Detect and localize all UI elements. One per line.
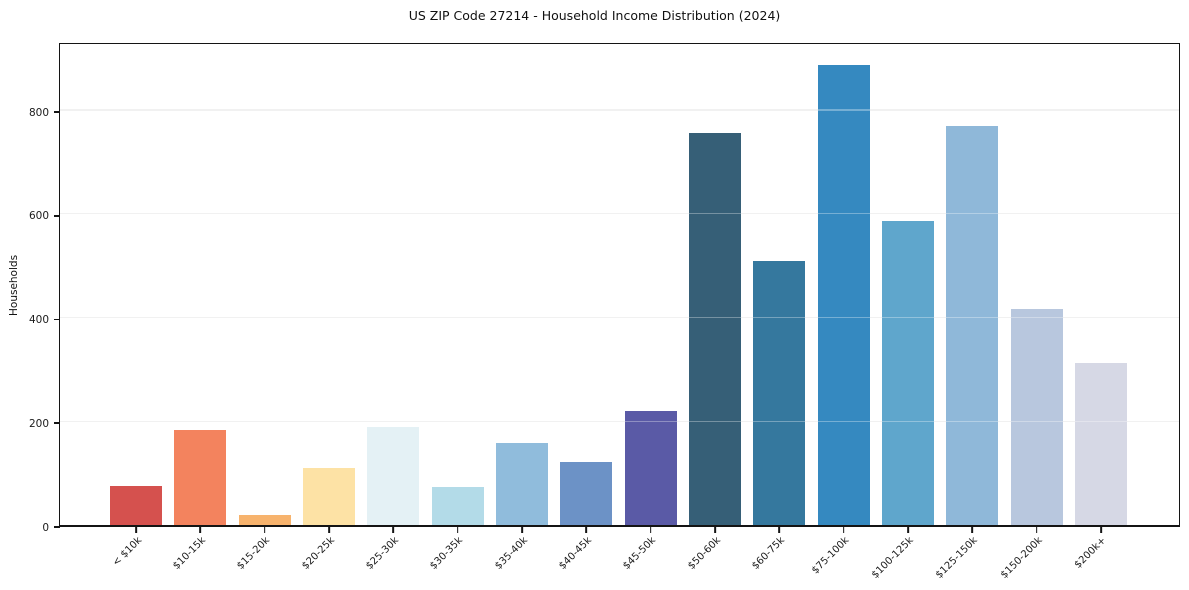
x-tick-label-10: $50-60k [685,535,723,572]
bar-$15-20k [238,514,291,525]
x-tick-13 [907,527,909,533]
x-tick-label-7: $35-40k [492,535,530,572]
x-tick-10 [714,527,716,533]
bar-$35-40k [495,443,548,525]
x-tick-label-15: $150-200k [998,535,1045,581]
bar-slot-5: $25-30k [364,44,420,572]
x-tick-label-3: $15-20k [235,535,273,572]
y-tick-label-200: 200 [28,417,49,430]
bar-$100-125k [881,221,934,525]
bars-layer: < $10k $10-15k $15-20k $20-25k $25-30k $30-35… [60,44,1179,581]
bar-slot-7: $35-40k [493,44,548,572]
plot-area: < $10k $10-15k $15-20k $20-25k $25-30k $30-35… [59,43,1180,581]
bar-$45-50k [624,410,677,525]
x-tick-label-4: $20-25k [299,535,337,572]
x-tick-8 [585,527,588,533]
bar-$40-45k [560,461,613,525]
gridline-y-800 [60,109,1179,111]
x-tick-label-1: < $10k [110,535,144,569]
bar-$10-15k [174,429,227,525]
y-tick-label-400: 400 [28,314,49,326]
y-axis: 0 200 400 600 800 [0,43,60,534]
gridline-y-200 [60,420,1179,422]
y-tick-label-800: 800 [28,106,49,119]
x-tick-label-14: $125-150k [934,535,981,581]
x-tick-14 [971,527,974,533]
bar-$60-75k [753,261,806,525]
bar-slot-11: $60-75k [750,44,806,572]
x-tick-16 [1100,527,1102,533]
y-tick-mark-200 [54,422,60,425]
x-tick-7 [521,527,523,533]
y-tick-mark-400 [54,318,60,321]
bar-$150-200k [1010,309,1063,525]
x-tick-label-2: $10-15k [171,535,209,572]
bar-$125-150k [946,126,999,525]
bar-slot-13: $100-125k [870,44,934,581]
bar-slot-12: $75-100k [810,44,870,576]
x-tick-1 [135,527,137,533]
bar-$25-30k [367,426,420,525]
bar-$50-60k [688,133,741,525]
y-tick-mark-800 [54,111,60,113]
y-tick-mark-600 [54,214,60,217]
gridline-y-400 [60,316,1179,319]
bar-slot-14: $125-150k [934,44,999,581]
y-tick-label-600: 600 [28,210,49,223]
bar-< $10k [110,485,162,525]
y-tick-mark-0 [54,526,60,528]
gridline-y-600 [60,213,1179,215]
y-tick-label-0: 0 [42,521,49,534]
x-tick-6 [456,527,459,533]
bar-slot-10: $50-60k [686,44,741,572]
x-tick-label-12: $75-100k [809,535,852,577]
bar-slot-3: $15-20k [236,44,291,572]
x-tick-9 [649,527,652,533]
x-tick-label-16: $200k+ [1072,535,1109,571]
bar-slot-15: $150-200k [998,44,1063,581]
bar-slot-16: $200k+ [1073,44,1127,571]
x-tick-4 [328,527,330,533]
bar-slot-9: $45-50k [621,44,677,572]
x-tick-label-13: $100-125k [869,535,916,581]
x-tick-label-9: $45-50k [621,535,659,572]
bar-$20-25k [302,468,355,525]
x-tick-11 [778,527,781,533]
bar-slot-6: $30-35k [428,44,484,572]
x-tick-label-5: $25-30k [364,535,402,572]
bar-slot-8: $40-45k [557,44,613,572]
x-tick-3 [263,527,266,533]
x-tick-5 [392,527,395,533]
bar-slot-4: $20-25k [300,44,355,572]
x-tick-label-11: $60-75k [750,535,788,572]
bar-$200k+ [1074,362,1127,525]
chart-title: US ZIP Code 27214 - Household Income Dis… [408,8,781,23]
x-tick-2 [199,527,202,533]
x-tick-label-6: $30-35k [428,535,466,572]
x-tick-label-8: $40-45k [557,535,595,572]
bar-slot-1: < $10k [110,44,162,569]
bar-slot-2: $10-15k [171,44,227,572]
bar-$30-35k [431,487,484,525]
x-tick-12 [842,527,845,533]
bar-$75-100k [817,65,870,525]
x-tick-15 [1035,527,1038,533]
